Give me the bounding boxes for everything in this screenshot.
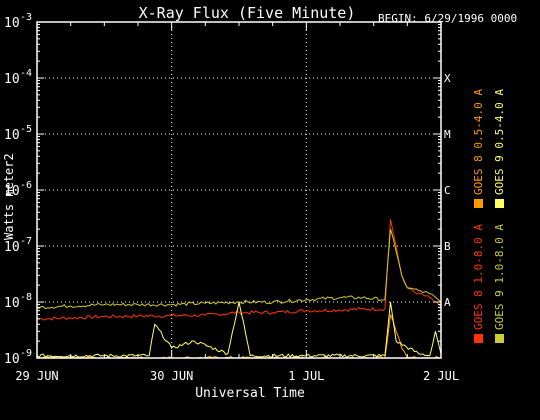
- flare-class-label: X: [444, 72, 451, 85]
- y-tick-base: 10: [4, 352, 20, 367]
- legend-label: GOES 9 1.0-8.0 A: [493, 224, 506, 330]
- y-tick-base: 10: [4, 240, 20, 255]
- y-tick-exponent: -3: [20, 12, 32, 23]
- y-tick-base: 10: [4, 16, 20, 31]
- y-tick-exponent: -5: [20, 124, 32, 135]
- x-tick-label: 29 JUN: [15, 369, 58, 383]
- y-tick-exponent: -6: [20, 180, 32, 191]
- chart-title: X-Ray Flux (Five Minute): [139, 4, 356, 22]
- grid-lines: [37, 22, 441, 358]
- series-line: [36, 219, 442, 321]
- x-tick-label: 2 JUL: [423, 369, 459, 383]
- y-tick-exponent: -9: [20, 348, 32, 359]
- flare-class-label: C: [444, 184, 451, 197]
- y-tick-base: 10: [4, 184, 20, 199]
- begin-label: BEGIN: 6/29/1996 0000: [378, 12, 517, 25]
- y-tick-base: 10: [4, 128, 20, 143]
- y-tick-exponent: -4: [20, 68, 32, 79]
- x-axis-label: Universal Time: [195, 386, 305, 401]
- series-line: [36, 301, 442, 358]
- legend-swatch: [495, 199, 504, 208]
- y-tick-base: 10: [4, 296, 20, 311]
- x-tick-label: 1 JUL: [288, 369, 324, 383]
- y-tick-exponent: -8: [20, 292, 32, 303]
- legend-label: GOES 8 1.0-8.0 A: [472, 224, 485, 330]
- series-line: [36, 228, 442, 310]
- x-tick-label: 30 JUN: [150, 369, 193, 383]
- legend-label: GOES 8 0.5-4.0 A: [472, 89, 485, 195]
- legend-swatch: [474, 199, 483, 208]
- legend-swatch: [474, 334, 483, 343]
- legend: GOES 8 1.0-8.0 A GOES 8 0.5-4.0 A GOES 9 1…: [472, 89, 506, 343]
- y-axis-label: Watts meter2: [2, 153, 16, 240]
- y-tick-base: 10: [4, 72, 20, 87]
- legend-swatch: [495, 334, 504, 343]
- flare-class-label: B: [444, 240, 451, 253]
- flare-class-label: A: [444, 296, 451, 309]
- legend-label: GOES 9 0.5-4.0 A: [493, 89, 506, 195]
- flare-class-label: M: [444, 128, 451, 141]
- y-tick-exponent: -7: [20, 236, 32, 247]
